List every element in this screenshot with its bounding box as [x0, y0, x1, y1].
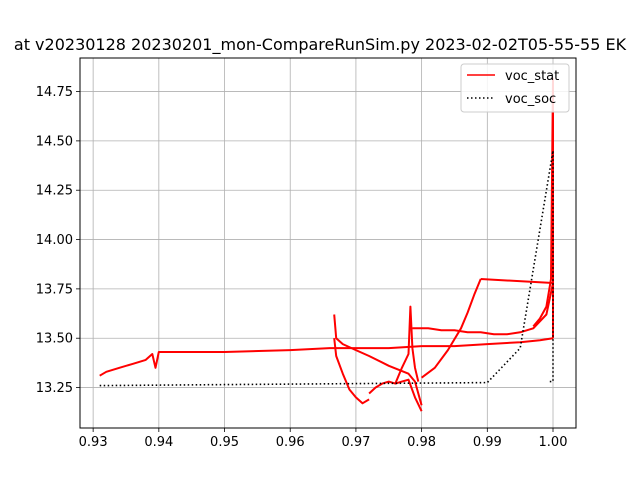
legend-label-voc-soc: voc_soc [505, 92, 556, 107]
plot-lines [99, 77, 554, 412]
x-tick-label: 0.98 [407, 435, 436, 450]
chart-title: at v20230128 20230201_mon-CompareRunSim.… [14, 35, 627, 55]
y-tick-label: 13.50 [36, 332, 73, 347]
x-tick-label: 0.97 [341, 435, 370, 450]
x-tick-label: 1.00 [539, 435, 568, 450]
axes-frame [79, 57, 577, 429]
y-tick-label: 13.25 [36, 381, 73, 396]
series-line-voc-stat [412, 282, 554, 336]
x-tick-label: 0.94 [144, 435, 173, 450]
series-line-voc-stat [421, 278, 482, 379]
y-tick-label: 13.75 [36, 282, 73, 297]
y-axis: 13.25 13.50 13.75 14.00 14.25 14.50 14.75 [36, 85, 80, 396]
x-tick-label: 0.93 [79, 435, 108, 450]
series-line-voc-stat [333, 338, 370, 405]
y-tick-label: 14.00 [36, 233, 73, 248]
x-axis: 0.93 0.94 0.95 0.96 0.97 0.98 0.99 1.00 [79, 428, 568, 450]
y-tick-label: 14.50 [36, 134, 73, 149]
series-line-voc-stat [394, 305, 420, 384]
legend-box [460, 63, 570, 113]
y-tick-label: 14.25 [36, 184, 73, 199]
series-line-voc-stat [480, 278, 554, 284]
x-tick-label: 0.99 [473, 435, 502, 450]
series-line-voc-stat [99, 337, 554, 377]
series-voc-stat [99, 77, 554, 412]
x-tick-label: 0.96 [276, 435, 305, 450]
series-line-voc-stat [333, 314, 423, 406]
y-tick-label: 14.75 [36, 85, 73, 100]
x-tick-label: 0.95 [210, 435, 239, 450]
legend-label-voc-stat: voc_stat [505, 69, 559, 84]
series-line-voc-stat [532, 77, 554, 328]
legend: voc_stat voc_soc [460, 63, 570, 113]
